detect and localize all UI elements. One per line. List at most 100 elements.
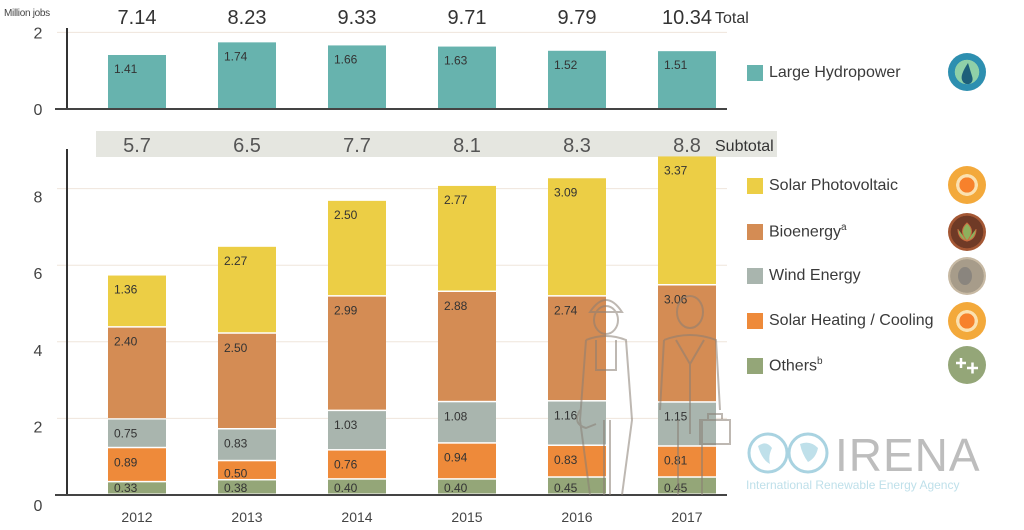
legend-item: Solar Photovoltaic [747, 176, 898, 196]
bar-segment-others [218, 480, 276, 494]
subtotal-value-label: 8.8 [673, 135, 701, 157]
segment-value-label: 0.45 [554, 481, 578, 495]
segment-value-label: 3.37 [664, 163, 688, 177]
bar-segment-solar-photovoltaic [548, 178, 606, 296]
legend-swatch [747, 178, 763, 194]
bar-large-hydropower [548, 50, 606, 109]
bar-segment-others [328, 479, 386, 494]
sun-icon [948, 166, 986, 204]
bar-segment-solar-photovoltaic [218, 246, 276, 333]
bar-segment-wind-energy [108, 419, 166, 447]
y-tick-label: 4 [34, 343, 43, 360]
y-tick-label: 0 [34, 498, 43, 515]
segment-value-label: 0.81 [664, 454, 688, 468]
bar-segment-bioenergy [658, 285, 716, 402]
subtotal-value-label: 8.3 [563, 135, 591, 157]
subtotal-value-label: 7.7 [343, 135, 371, 157]
segment-value-label: 2.40 [114, 335, 138, 349]
segment-value-label: 3.09 [554, 185, 578, 199]
bar-segment-solar-heating-cooling [108, 448, 166, 481]
x-tick-label: 2014 [341, 509, 372, 525]
segment-value-label: 1.03 [334, 418, 358, 432]
y-tick-label: 2 [34, 419, 43, 436]
segment-value-label: 2.99 [334, 304, 358, 318]
bar-segment-wind-energy [438, 402, 496, 443]
legend-item: Othersb [747, 356, 823, 376]
legend-item: Wind Energy [747, 266, 861, 286]
bar-segment-others [438, 479, 496, 494]
legend-icon-plus-plus [948, 346, 986, 384]
bar-value-label: 1.74 [224, 49, 248, 63]
bar-large-hydropower [328, 45, 386, 109]
legend-label: Wind Energy [769, 267, 861, 284]
wind-icon [958, 267, 972, 285]
segment-value-label: 0.94 [444, 451, 468, 465]
segment-value-label: 1.08 [444, 409, 468, 423]
total-value-label: 8.23 [228, 7, 267, 29]
legend-swatch [747, 224, 763, 240]
segment-value-label: 2.50 [224, 341, 248, 355]
bar-segment-others [548, 477, 606, 494]
segment-value-label: 0.76 [334, 458, 358, 472]
subtotal-value-label: 8.1 [453, 135, 481, 157]
bar-value-label: 1.51 [664, 58, 688, 72]
top-chart-hydropower: 0 2 Million jobs 1.41 7.14 1.74 8.23 1.66 9.33 1.… [4, 7, 749, 119]
legend-icon-leaf [948, 213, 986, 251]
total-value-label: 10.34 [662, 7, 712, 29]
segment-value-label: 0.40 [444, 481, 468, 495]
segment-value-label: 0.40 [334, 481, 358, 495]
legend-label: Large Hydropower [769, 64, 901, 81]
legend-icon-wind [948, 257, 986, 295]
subtotal-band [96, 131, 777, 157]
bar-segment-solar-heating-cooling [548, 445, 606, 477]
sun-icon [948, 302, 986, 340]
y-tick-label: 6 [34, 266, 43, 283]
bar-segment-bioenergy [108, 327, 166, 419]
legend-label: Solar Heating / Cooling [769, 312, 934, 329]
legend-label: Othersb [769, 356, 823, 375]
bar-segment-solar-heating-cooling [438, 443, 496, 479]
bar-segment-bioenergy [218, 333, 276, 429]
total-value-label: 9.33 [338, 7, 377, 29]
bar-large-hydropower [658, 51, 716, 109]
bar-segment-solar-heating-cooling [218, 461, 276, 479]
bar-segment-solar-heating-cooling [658, 446, 716, 477]
bar-value-label: 1.63 [444, 54, 468, 68]
legend-footnote-marker: a [841, 222, 847, 234]
x-tick-label: 2013 [231, 509, 262, 525]
bar-segment-bioenergy [438, 292, 496, 401]
bottom-chart-stacked: 5.7 6.5 7.7 8.1 8.3 8.8 Subtotal 0 2 4 6 8 0.33 0.89 0… [34, 131, 777, 525]
logo-subtitle: International Renewable Energy Agency [746, 478, 960, 492]
bar-segment-wind-energy [328, 411, 386, 450]
x-tick-label: 2015 [451, 509, 482, 525]
bar-segment-wind-energy [658, 402, 716, 446]
legend-icon-sun-pv [948, 166, 986, 204]
y-tick-label: 0 [34, 102, 43, 119]
leaf-icon [957, 222, 977, 242]
segment-value-label: 2.77 [444, 193, 468, 207]
x-tick-label: 2012 [121, 509, 152, 525]
segment-value-label: 0.33 [114, 481, 138, 495]
segment-value-label: 2.27 [224, 254, 248, 268]
bar-segment-others [108, 482, 166, 494]
bar-segment-solar-photovoltaic [658, 156, 716, 284]
worker-female-icon [576, 299, 634, 496]
bar-segment-wind-energy [218, 429, 276, 460]
legend-item: Solar Heating / Cooling [747, 311, 934, 331]
water-drop-icon [961, 63, 973, 85]
x-tick-label: 2017 [671, 509, 702, 525]
legend-icon-water-drop [948, 53, 986, 91]
segment-value-label: 0.83 [554, 453, 578, 467]
segment-value-label: 2.50 [334, 208, 358, 222]
segment-value-label: 1.36 [114, 283, 138, 297]
legend-item: Large Hydropower [747, 63, 901, 83]
worker-male-icon [659, 295, 731, 495]
bar-segment-wind-energy [548, 401, 606, 445]
y-tick-label: 2 [34, 25, 43, 42]
total-value-label: 9.71 [448, 7, 487, 29]
y-axis-unit-label: Million jobs [4, 8, 50, 19]
globe-infinity-icon [747, 432, 829, 474]
bar-large-hydropower [108, 54, 166, 109]
bar-segment-solar-heating-cooling [328, 450, 386, 479]
segment-value-label: 0.45 [664, 481, 688, 495]
